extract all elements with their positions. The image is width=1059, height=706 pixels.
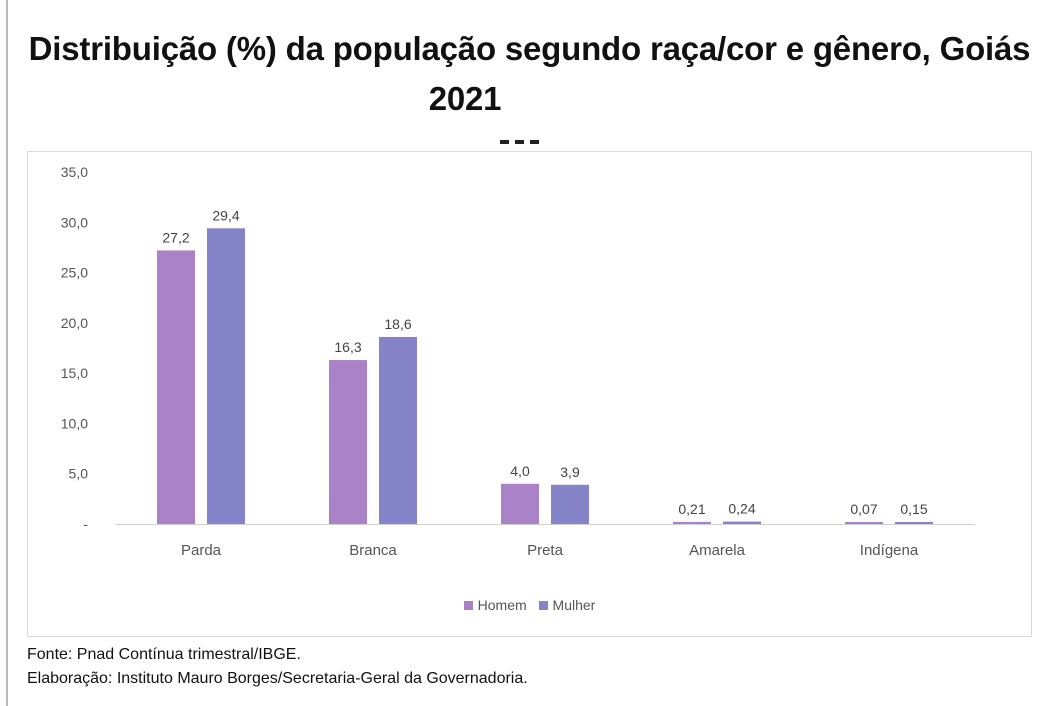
data-label: 0,21 — [678, 501, 705, 517]
bar-homem-parda — [157, 250, 195, 524]
legend: Homem Mulher — [0, 597, 1059, 613]
x-tick-label: Indígena — [860, 542, 919, 559]
bar-homem-indígena — [845, 522, 883, 524]
y-tick-label: 30,0 — [61, 214, 88, 230]
data-label: 27,2 — [162, 229, 189, 245]
left-border-line — [6, 0, 8, 706]
y-tick-label: 20,0 — [61, 315, 88, 331]
x-tick-label: Amarela — [689, 542, 746, 559]
data-label: 0,15 — [900, 501, 927, 517]
data-label: 16,3 — [334, 339, 361, 355]
chart-title-year: 2021 — [428, 80, 502, 117]
data-label: 4,0 — [510, 463, 530, 479]
data-label: 29,4 — [212, 207, 239, 223]
legend-swatch-homem — [463, 601, 473, 610]
x-tick-label: Parda — [181, 542, 222, 559]
data-label: 18,6 — [384, 316, 411, 332]
legend-item-homem: Homem — [463, 597, 527, 613]
y-tick-label: 35,0 — [61, 164, 88, 180]
legend-label-mulher: Mulher — [552, 597, 596, 613]
source-note: Fonte: Pnad Contínua trimestral/IBGE. — [27, 646, 301, 663]
data-label: 0,07 — [850, 501, 877, 517]
data-label: 0,24 — [728, 501, 755, 517]
legend-item-mulher: Mulher — [538, 597, 596, 613]
bar-mulher-parda — [207, 228, 245, 524]
x-tick-label: Preta — [527, 542, 564, 559]
data-label: 3,9 — [560, 464, 580, 480]
bar-mulher-amarela — [723, 521, 761, 524]
title-clipped-fragment — [500, 134, 560, 144]
bar-homem-branca — [329, 360, 367, 524]
y-tick-label: 25,0 — [61, 265, 88, 281]
chart-title: Distribuição (%) da população segundo ra… — [28, 30, 1031, 67]
x-tick-label: Branca — [349, 542, 397, 559]
legend-label-homem: Homem — [477, 597, 527, 613]
y-tick-label: 15,0 — [61, 365, 88, 381]
y-tick-label: 5,0 — [69, 466, 89, 482]
legend-swatch-mulher — [538, 601, 548, 610]
credit-note: Elaboração: Instituto Mauro Borges/Secre… — [27, 670, 528, 687]
y-tick-label: - — [83, 516, 88, 532]
y-tick-label: 10,0 — [61, 415, 88, 431]
bar-mulher-branca — [379, 336, 417, 524]
bar-homem-preta — [501, 483, 539, 524]
bar-mulher-indígena — [895, 522, 933, 524]
bar-homem-amarela — [673, 521, 711, 524]
bar-mulher-preta — [551, 484, 589, 524]
